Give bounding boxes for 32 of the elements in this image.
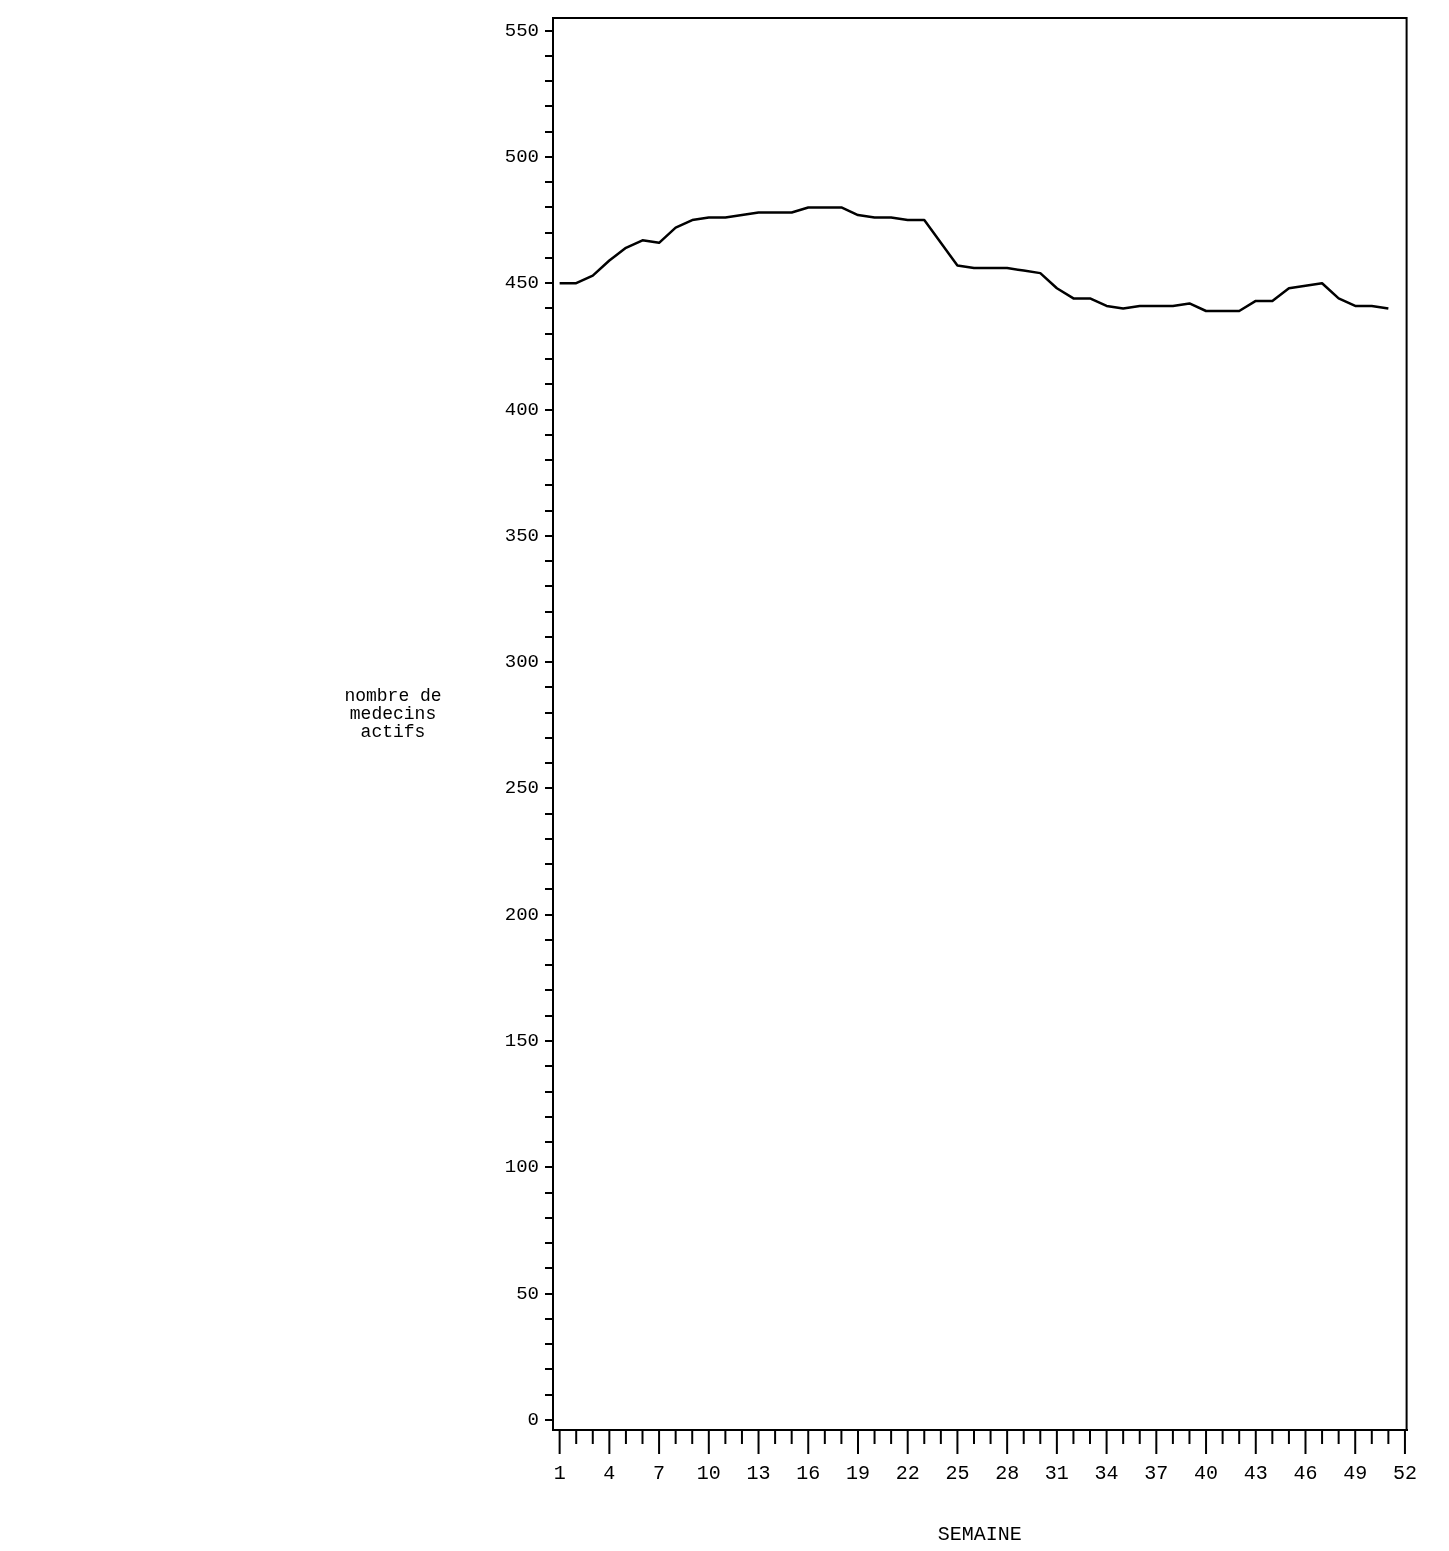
y-tick-label: 300 (504, 651, 539, 674)
y-tick-label: 250 (504, 777, 539, 800)
x-tick-label: 22 (895, 1462, 920, 1486)
y-tick-label: 0 (527, 1408, 539, 1431)
y-tick-label: 150 (504, 1030, 539, 1053)
y-tick-label: 550 (504, 19, 539, 42)
x-tick-label: 16 (796, 1462, 821, 1486)
x-tick-label: 46 (1293, 1462, 1318, 1486)
y-tick-label: 500 (504, 145, 539, 168)
y-tick-label: 200 (504, 903, 539, 926)
x-tick-label: 31 (1044, 1462, 1069, 1486)
x-tick-label: 19 (845, 1462, 870, 1486)
x-tick-label: 34 (1094, 1462, 1119, 1486)
x-tick-label: 37 (1144, 1462, 1169, 1486)
x-tick-label: 4 (603, 1462, 616, 1486)
x-tick-label: 13 (746, 1462, 771, 1486)
x-tick-label: 40 (1194, 1462, 1219, 1486)
x-tick-label: 10 (696, 1462, 721, 1486)
y-tick-label: 400 (504, 398, 539, 421)
x-tick-label: 7 (653, 1462, 666, 1486)
x-axis-title: SEMAINE (937, 1523, 1022, 1547)
y-tick-label: 50 (516, 1282, 539, 1305)
x-tick-label: 49 (1343, 1462, 1368, 1486)
x-tick-label: 52 (1392, 1462, 1417, 1486)
y-tick-label: 100 (504, 1156, 539, 1179)
x-tick-label: 1 (553, 1462, 566, 1486)
y-tick-label: 450 (504, 272, 539, 295)
y-tick-label: 350 (504, 524, 539, 547)
x-tick-label: 25 (945, 1462, 970, 1486)
x-tick-label: 28 (995, 1462, 1020, 1486)
y-axis-title: nombre de medecins actifs (344, 685, 442, 742)
x-tick-label: 43 (1243, 1462, 1268, 1486)
